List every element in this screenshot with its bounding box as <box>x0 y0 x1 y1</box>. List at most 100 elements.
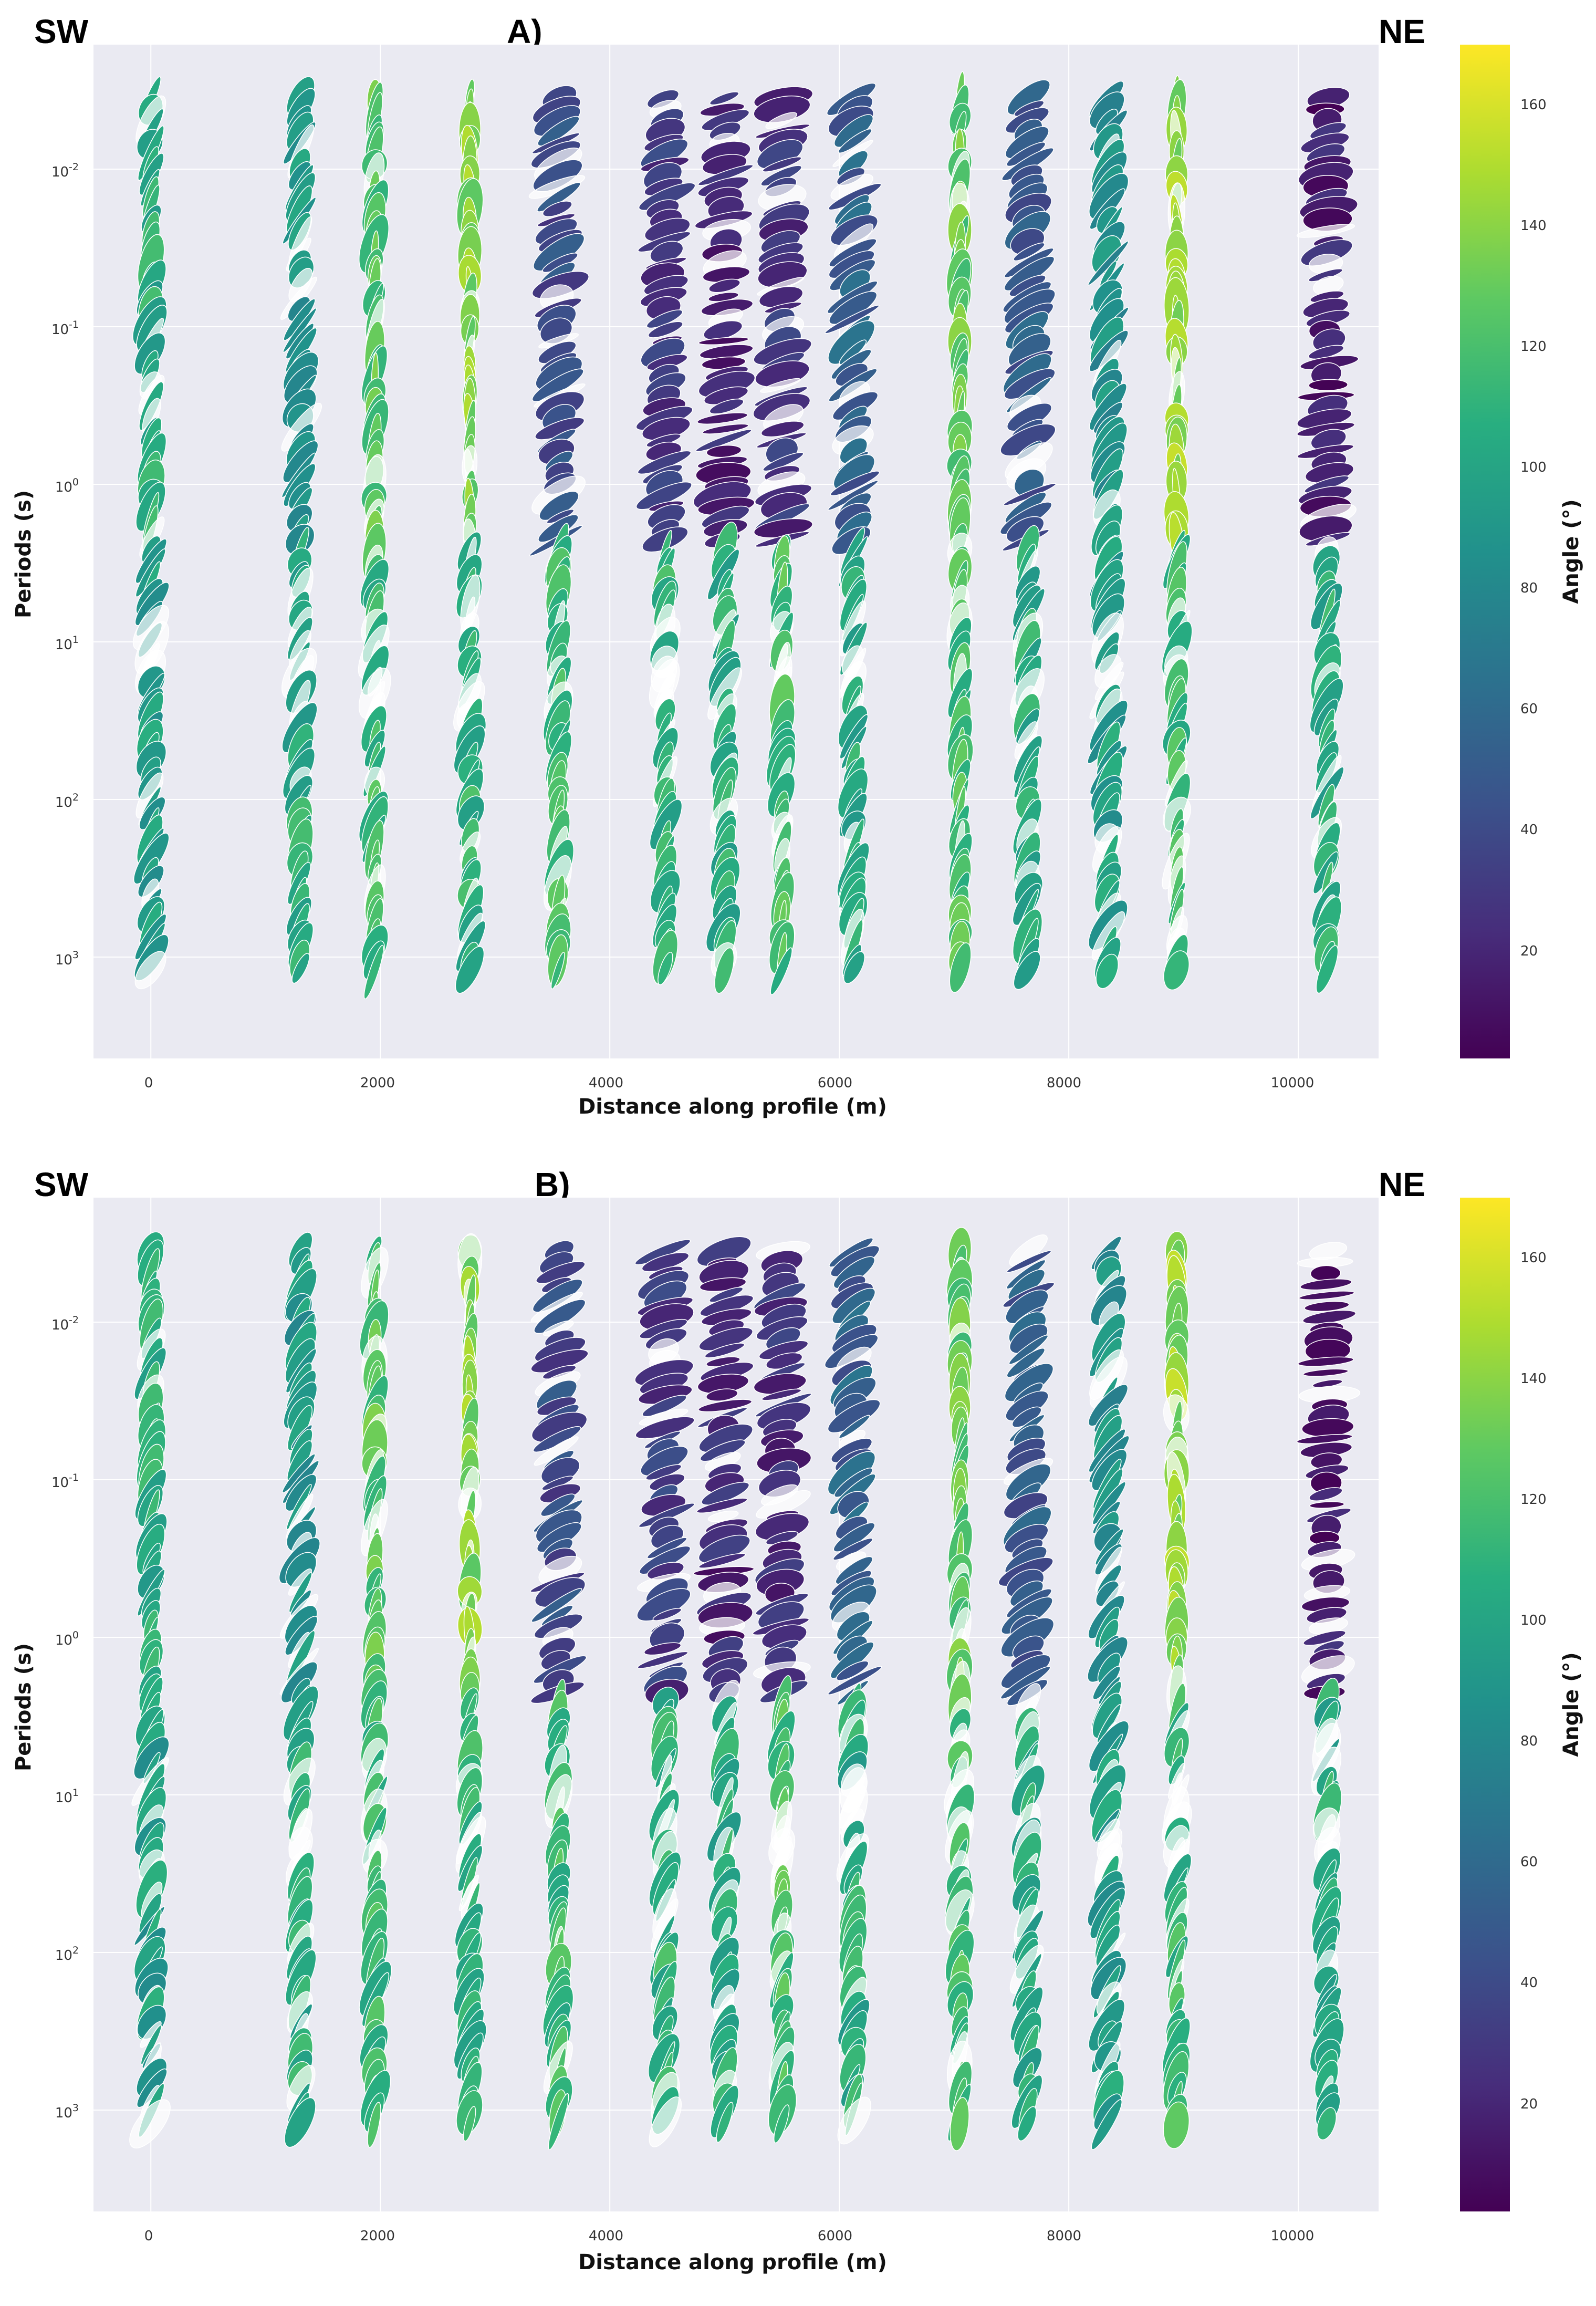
y-tick-label: 101 <box>55 634 79 653</box>
colorbar-tick-label: 140 <box>1520 1371 1547 1387</box>
panel-label: A) <box>507 13 543 50</box>
x-tick-label: 4000 <box>589 1075 623 1091</box>
phase-tensor-ellipse <box>1163 950 1190 991</box>
phase-tensor-ellipse <box>695 429 752 452</box>
colorbar-tick-label: 40 <box>1520 822 1538 838</box>
panel-a: SW A) NE 0 2000 4000 6000 8000 10000 10-… <box>12 13 1583 1119</box>
panel-b: SW B) NE 0 2000 4000 6000 8000 10000 10-… <box>0 1153 1596 2306</box>
x-axis-label: Distance along profile (m) <box>578 2250 887 2274</box>
phase-tensor-ellipse <box>762 156 802 172</box>
phase-tensor-ellipse <box>1092 1692 1122 1739</box>
phase-tensor-ellipse <box>761 1388 802 1401</box>
phase-tensor-ellipse <box>548 2093 569 2151</box>
y-axis-label: Periods (s) <box>12 490 36 618</box>
panel-a-svg: SW A) NE 0 2000 4000 6000 8000 10000 10-… <box>12 13 1583 1119</box>
colorbar <box>1460 1198 1510 2211</box>
x-tick-label: 4000 <box>589 2228 623 2244</box>
phase-tensor-ellipse <box>140 2024 162 2065</box>
phase-tensor-ellipse <box>765 112 797 129</box>
phase-tensor-ellipse <box>358 668 391 719</box>
phase-tensor-ellipse <box>550 952 565 990</box>
phase-tensor-ellipse <box>714 947 735 994</box>
phase-tensor-ellipse <box>702 423 749 434</box>
phase-tensor-ellipse <box>283 1685 319 1741</box>
phase-tensor-ellipse <box>698 1553 746 1569</box>
phase-tensor-ellipse <box>707 1510 739 1522</box>
phase-tensor-ellipse <box>1298 1291 1355 1300</box>
phase-tensor-ellipse <box>1308 379 1348 391</box>
phase-tensor-ellipse <box>129 2099 171 2149</box>
colorbar-label: Angle (°) <box>1559 499 1583 604</box>
phase-tensor-ellipse <box>770 947 792 995</box>
phase-tensor-ellipse <box>704 1343 745 1358</box>
ne-label: NE <box>1379 13 1425 50</box>
x-ticks: 0 2000 4000 6000 8000 10000 <box>144 2228 1315 2244</box>
x-tick-label: 2000 <box>360 1075 395 1091</box>
colorbar-tick-label: 160 <box>1520 1250 1547 1266</box>
colorbar-ticks: 20 40 60 80 100 120 140 160 <box>1520 1250 1547 2112</box>
phase-tensor-ellipse <box>760 421 805 438</box>
phase-tensor-ellipse <box>696 1498 748 1514</box>
phase-tensor-ellipse <box>134 951 166 990</box>
x-tick-label: 2000 <box>360 2228 395 2244</box>
phase-tensor-ellipse <box>1297 1356 1354 1367</box>
colorbar-tick-label: 20 <box>1520 943 1538 959</box>
phase-tensor-ellipse <box>1302 1368 1349 1377</box>
y-tick-label: 10-1 <box>51 1472 79 1491</box>
colorbar-tick-label: 80 <box>1520 580 1538 596</box>
colorbar <box>1460 45 1510 1058</box>
phase-tensor-ellipse <box>1163 1853 1192 1903</box>
phase-tensor-ellipse <box>1316 945 1339 994</box>
phase-tensor-ellipse <box>763 452 804 472</box>
phase-tensor-ellipse <box>1304 1301 1350 1312</box>
phase-tensor-ellipse <box>696 412 748 425</box>
phase-tensor-ellipse <box>698 1399 753 1412</box>
phase-tensor-ellipse <box>649 2096 682 2147</box>
phase-tensor-ellipse <box>949 942 972 993</box>
phase-tensor-ellipse <box>652 1608 682 1621</box>
phase-tensor-ellipse <box>827 1666 882 1696</box>
colorbar-ticks: 20 40 60 80 100 120 140 160 <box>1520 97 1547 959</box>
x-tick-label: 0 <box>144 2228 153 2244</box>
phase-tensor-ellipse <box>463 2106 476 2142</box>
phase-tensor-ellipse <box>367 2102 381 2148</box>
phase-tensor-ellipse <box>363 944 384 1000</box>
colorbar-label: Angle (°) <box>1559 1652 1583 1757</box>
x-tick-label: 10000 <box>1271 1075 1315 1091</box>
phase-tensor-ellipse <box>709 91 739 106</box>
y-tick-label: 103 <box>55 2102 79 2121</box>
colorbar-tick-label: 140 <box>1520 218 1547 234</box>
x-tick-label: 0 <box>144 1075 153 1091</box>
phase-tensor-ellipse <box>1309 1501 1345 1509</box>
phase-tensor-ellipse <box>531 1588 582 1623</box>
x-tick-label: 8000 <box>1047 2228 1081 2244</box>
phase-tensor-ellipse <box>1300 1279 1352 1291</box>
ne-label: NE <box>1379 1166 1425 1203</box>
colorbar-tick-label: 100 <box>1520 1613 1547 1628</box>
phase-tensor-ellipse <box>837 2096 871 2145</box>
x-ticks: 0 2000 4000 6000 8000 10000 <box>144 1075 1315 1091</box>
phase-tensor-ellipse <box>658 952 673 985</box>
phase-tensor-ellipse <box>542 201 572 217</box>
y-tick-label: 103 <box>55 949 79 968</box>
colorbar-tick-label: 20 <box>1520 2096 1538 2112</box>
phase-tensor-ellipse <box>843 951 865 984</box>
phase-tensor-ellipse <box>1163 2101 1190 2149</box>
phase-tensor-ellipse <box>637 1651 689 1669</box>
phase-tensor-ellipse <box>708 278 740 293</box>
y-tick-label: 102 <box>55 792 79 811</box>
phase-tensor-ellipse <box>455 946 485 994</box>
y-ticks: 10-2 10-1 100 101 102 103 <box>51 1314 79 2121</box>
phase-tensor-ellipse <box>643 1642 682 1656</box>
colorbar-tick-label: 120 <box>1520 1492 1547 1508</box>
phase-tensor-ellipse <box>1013 242 1045 262</box>
colorbar-tick-label: 40 <box>1520 1975 1538 1991</box>
phase-tensor-ellipse <box>760 378 801 393</box>
panel-b-svg: SW B) NE 0 2000 4000 6000 8000 10000 10-… <box>12 1166 1583 2274</box>
y-tick-label: 102 <box>55 1945 79 1964</box>
panel-label: B) <box>535 1166 570 1203</box>
phase-tensor-ellipse <box>709 398 744 414</box>
phase-tensor-ellipse <box>773 2104 790 2144</box>
phase-tensor-ellipse <box>284 2097 316 2148</box>
x-tick-label: 10000 <box>1271 2228 1315 2244</box>
